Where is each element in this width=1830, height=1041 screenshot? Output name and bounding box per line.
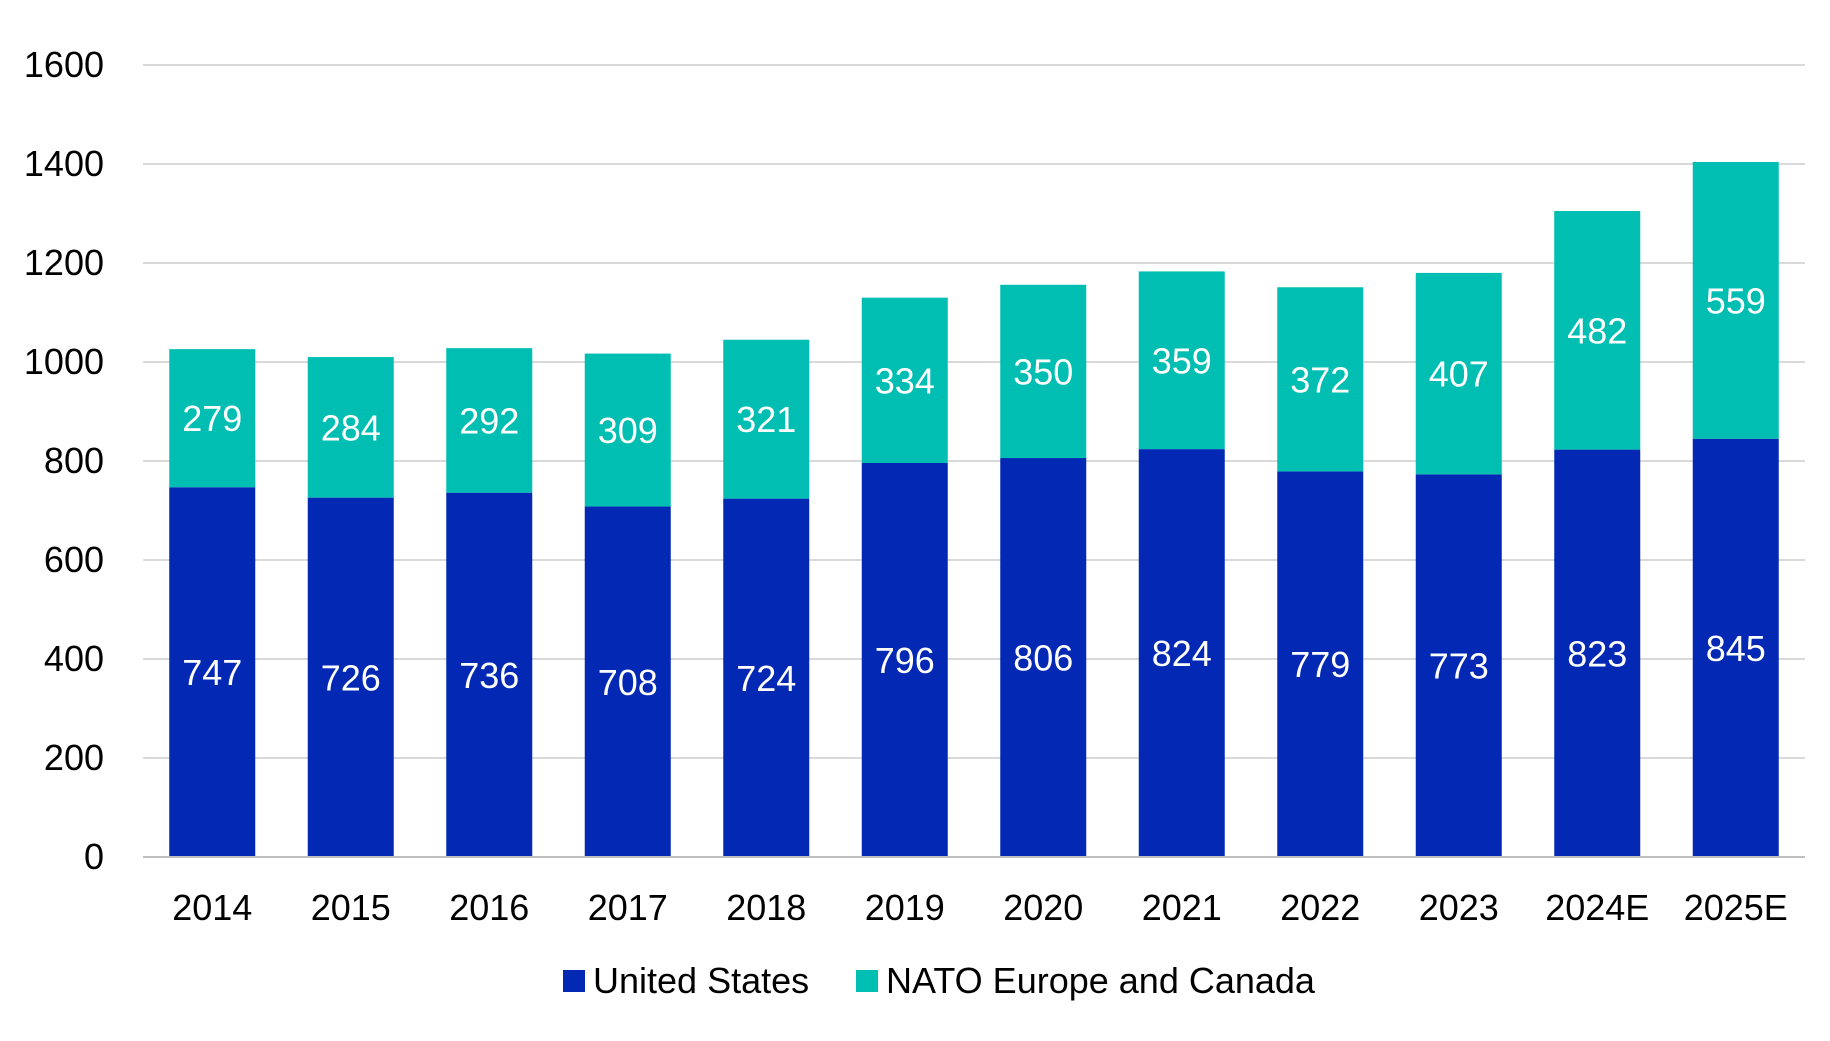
y-tick-label-800: 800 [44,440,104,481]
data-label-united-states-2018: 724 [736,658,796,699]
data-label-nato-europe-and-canada-2014: 279 [182,398,242,439]
y-tick-label-400: 400 [44,638,104,679]
data-label-nato-europe-and-canada-2020: 350 [1013,351,1073,392]
bar-nato-europe-and-canada-2017 [584,353,671,507]
data-label-nato-europe-and-canada-2018: 321 [736,399,796,440]
data-label-nato-europe-and-canada-2025e: 559 [1706,280,1766,321]
y-axis-ticks: 0 200 400 600 800 1000 1200 1400 1600 [24,44,104,877]
bar-united-states-2017 [584,506,671,857]
bar-nato-europe-and-canada-2020 [1000,284,1087,459]
gridlines [143,64,1805,759]
x-tick-label-2014: 2014 [172,887,252,928]
data-label-nato-europe-and-canada-2019: 334 [875,360,935,401]
data-label-united-states-2019: 796 [875,640,935,681]
data-label-nato-europe-and-canada-2016: 292 [459,400,519,441]
data-label-united-states-2014: 747 [182,652,242,693]
data-label-nato-europe-and-canada-2021: 359 [1152,340,1212,381]
y-tick-label-1600: 1600 [24,44,104,85]
bars [169,162,1779,857]
legend: United States NATO Europe and Canada [563,960,1316,1001]
bar-nato-europe-and-canada-2015 [307,357,394,498]
y-tick-label-200: 200 [44,737,104,778]
data-label-united-states-2024e: 823 [1567,633,1627,674]
data-label-united-states-2023: 773 [1429,646,1489,687]
legend-swatch-nato-europe-and-canada [856,970,878,992]
data-label-nato-europe-and-canada-2022: 372 [1290,359,1350,400]
data-label-united-states-2022: 779 [1290,644,1350,685]
bar-nato-europe-and-canada-2023 [1415,272,1502,475]
bar-united-states-2021 [1138,449,1225,857]
bar-nato-europe-and-canada-2016 [446,348,533,493]
data-label-nato-europe-and-canada-2023: 407 [1429,354,1489,395]
x-tick-label-2018: 2018 [726,887,806,928]
y-tick-label-1400: 1400 [24,143,104,184]
y-tick-label-600: 600 [44,539,104,580]
data-label-united-states-2017: 708 [598,662,658,703]
bar-united-states-2019 [861,462,948,857]
bar-united-states-2015 [307,497,394,857]
data-label-united-states-2016: 736 [459,655,519,696]
data-label-united-states-2025e: 845 [1706,628,1766,669]
y-tick-label-1200: 1200 [24,242,104,283]
x-tick-label-2023: 2023 [1419,887,1499,928]
x-tick-label-2017: 2017 [588,887,668,928]
x-axis-ticks: 2014 2015 2016 2017 2018 2019 2020 2021 2022 2023… [172,887,1788,928]
x-tick-label-2021: 2021 [1142,887,1222,928]
bar-nato-europe-and-canada-2014 [169,349,256,488]
data-label-nato-europe-and-canada-2017: 309 [598,410,658,451]
x-tick-label-2016: 2016 [449,887,529,928]
y-tick-label-0: 0 [84,836,104,877]
bar-united-states-2020 [1000,458,1087,857]
x-tick-label-2020: 2020 [1003,887,1083,928]
bar-nato-europe-and-canada-2019 [861,297,948,463]
y-tick-label-1000: 1000 [24,341,104,382]
legend-label-nato-europe-and-canada: NATO Europe and Canada [886,960,1316,1001]
bar-nato-europe-and-canada-2021 [1138,271,1225,450]
legend-label-united-states: United States [593,960,809,1001]
bar-united-states-2016 [446,492,533,857]
bar-united-states-2024e [1554,449,1641,857]
x-tick-label-2015: 2015 [311,887,391,928]
bar-united-states-2018 [723,498,810,857]
x-tick-label-2019: 2019 [865,887,945,928]
bar-nato-europe-and-canada-2025e [1692,162,1779,439]
bar-united-states-2025e [1692,438,1779,857]
bar-united-states-2023 [1415,474,1502,857]
data-label-nato-europe-and-canada-2024e: 482 [1567,310,1627,351]
x-tick-label-2024e: 2024E [1545,887,1649,928]
bar-united-states-2022 [1277,471,1364,857]
data-label-united-states-2015: 726 [321,657,381,698]
bar-nato-europe-and-canada-2024e [1554,211,1641,450]
legend-swatch-united-states [563,970,585,992]
x-tick-label-2022: 2022 [1280,887,1360,928]
x-tick-label-2025e: 2025E [1684,887,1788,928]
bar-nato-europe-and-canada-2018 [723,339,810,499]
data-label-nato-europe-and-canada-2015: 284 [321,407,381,448]
bar-nato-europe-and-canada-2022 [1277,287,1364,472]
data-labels: 747 279 726 284 736 292 708 309 724 321 796 334 806 3… [182,280,1766,702]
data-label-united-states-2020: 806 [1013,638,1073,679]
bar-united-states-2014 [169,487,256,857]
data-label-united-states-2021: 824 [1152,633,1212,674]
